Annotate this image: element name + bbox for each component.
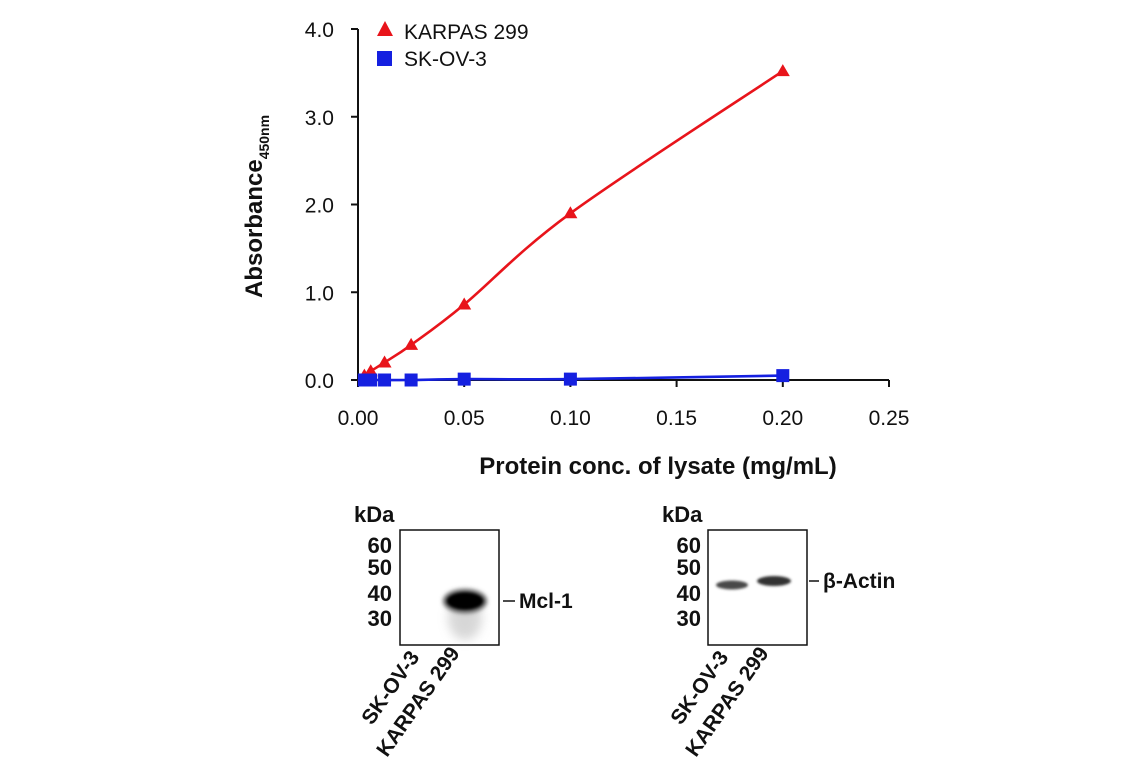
- y-tick-label: 2.0: [305, 195, 334, 218]
- mcl-1-target-label: Mcl-1: [519, 590, 573, 613]
- y-axis-title-main: Absorbance: [241, 159, 268, 298]
- x-tick-label: 0.05: [444, 407, 485, 430]
- mw-marker-50-right: 50: [677, 555, 701, 580]
- data-point-karpas-299: [563, 206, 578, 219]
- mcl-1-band-karpas-299: [447, 592, 483, 610]
- series-line-karpas-299: [363, 70, 784, 377]
- data-point-karpas-299: [363, 364, 378, 377]
- data-point-sk-ov-3: [404, 373, 418, 387]
- kda-label-left: kDa: [354, 502, 395, 527]
- mw-marker-60-left: 60: [368, 533, 392, 558]
- data-point-sk-ov-3: [776, 369, 790, 383]
- legend-marker-karpas-299: [377, 21, 393, 36]
- kda-label-right: kDa: [662, 502, 703, 527]
- legend: KARPAS 299 SK-OV-3: [377, 21, 529, 71]
- beta-actin-band-karpas-299: [757, 576, 791, 586]
- data-point-sk-ov-3: [378, 373, 392, 387]
- legend-label-sk-ov-3: SK-OV-3: [404, 48, 487, 71]
- chart-axes: 0.0 1.0 2.0 3.0 4.0 0.00 0.05 0.10 0.15 0.20 0.25: [305, 19, 910, 430]
- y-ticks: 0.0 1.0 2.0 3.0 4.0: [305, 19, 358, 393]
- blot-membrane-left: [399, 529, 500, 646]
- beta-actin-target-label: β-Actin: [823, 570, 895, 593]
- mw-marker-40-right: 40: [677, 581, 701, 606]
- beta-actin-band-sk-ov-3: [716, 580, 748, 590]
- y-tick-label: 3.0: [305, 107, 334, 130]
- mw-marker-30-left: 30: [368, 606, 392, 631]
- series-karpas-299: [357, 64, 790, 381]
- mw-marker-50-left: 50: [368, 555, 392, 580]
- x-tick-label: 0.00: [338, 407, 379, 430]
- data-point-karpas-299: [775, 64, 790, 77]
- data-point-karpas-299: [457, 297, 472, 310]
- data-point-karpas-299: [377, 355, 392, 368]
- mw-marker-30-right: 30: [677, 606, 701, 631]
- y-tick-label: 0.0: [305, 370, 334, 393]
- data-point-sk-ov-3: [457, 372, 471, 386]
- western-blot-beta-actin: kDa 60 50 40 30 β-Actin SK-OV-3 KARPAS 2…: [662, 502, 895, 761]
- x-ticks: 0.00 0.05 0.10 0.15 0.20 0.25: [338, 380, 910, 430]
- mw-marker-40-left: 40: [368, 581, 392, 606]
- y-tick-label: 4.0: [305, 19, 334, 42]
- x-tick-label: 0.25: [869, 407, 910, 430]
- x-tick-label: 0.10: [550, 407, 591, 430]
- data-point-sk-ov-3: [364, 373, 378, 387]
- x-axis-title: Protein conc. of lysate (mg/mL): [479, 453, 836, 480]
- mw-marker-60-right: 60: [677, 533, 701, 558]
- series-sk-ov-3: [357, 369, 790, 387]
- data-point-sk-ov-3: [563, 372, 577, 386]
- western-blot-mcl-1: kDa 60 50 40 30 Mcl-1 SK-OV-3 KARPAS 299: [354, 502, 573, 761]
- series-layer: [357, 64, 790, 387]
- y-axis-title-subscript: 450nm: [256, 115, 272, 159]
- elisa-chart: 0.0 1.0 2.0 3.0 4.0 0.00 0.05 0.10 0.15 0.20 0.25…: [241, 19, 909, 480]
- data-point-karpas-299: [404, 337, 419, 350]
- y-tick-label: 1.0: [305, 282, 334, 305]
- legend-label-karpas-299: KARPAS 299: [404, 21, 529, 44]
- x-tick-label: 0.15: [656, 407, 697, 430]
- legend-marker-sk-ov-3: [377, 51, 392, 66]
- y-axis-title: Absorbance450nm: [241, 115, 272, 298]
- x-tick-label: 0.20: [762, 407, 803, 430]
